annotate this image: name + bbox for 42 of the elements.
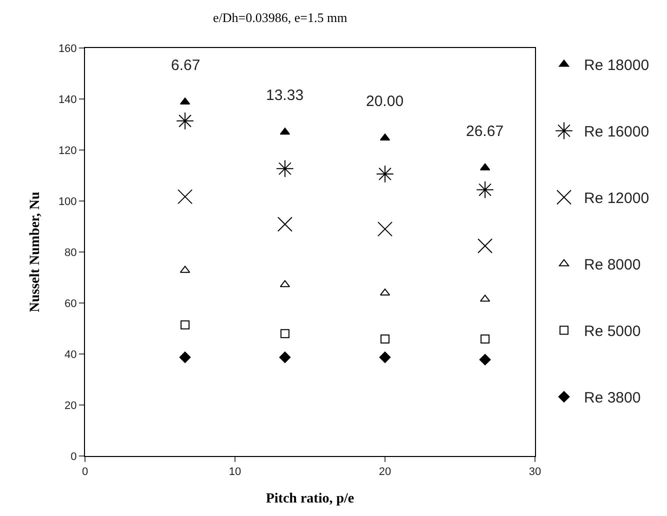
x-tick-label: 0	[82, 466, 88, 478]
point	[180, 320, 190, 330]
point	[276, 160, 294, 178]
annotation: 6.67	[171, 57, 200, 74]
y-axis-title: Nusselt Number, Nu	[28, 192, 44, 312]
x-tick-label: 20	[378, 466, 392, 478]
point	[379, 352, 391, 364]
point	[478, 238, 493, 254]
y-tick-label: 60	[64, 298, 77, 310]
point	[179, 352, 191, 364]
point	[178, 189, 193, 204]
point	[376, 165, 394, 183]
point	[280, 329, 290, 338]
legend-label: Re 16000	[584, 124, 650, 141]
point	[479, 354, 491, 366]
annotation: 20.00	[366, 93, 404, 110]
annotation: 26.67	[466, 123, 504, 140]
legend-label: Re 18000	[584, 57, 650, 74]
y-tick-label: 0	[70, 450, 77, 463]
point	[480, 334, 490, 344]
point	[277, 216, 292, 232]
y-tick-label: 160	[58, 42, 77, 55]
point	[176, 112, 194, 130]
y-tick-label: 140	[58, 94, 77, 106]
y-tick-label: 20	[64, 400, 77, 412]
legend-label: Re 12000	[584, 190, 650, 208]
point	[476, 180, 494, 199]
x-tick-label: 10	[228, 466, 242, 478]
x-tick-label: 30	[528, 466, 542, 478]
chart-title: e/Dh=0.03986, e=1.5 mm	[213, 10, 348, 25]
y-tick-label: 80	[64, 246, 77, 259]
legend-label: Re 3800	[584, 390, 641, 407]
annotation: 13.33	[266, 87, 304, 104]
legend-label: Re 5000	[584, 323, 641, 340]
point	[380, 334, 390, 344]
y-tick-label: 120	[58, 144, 77, 157]
point	[378, 222, 392, 237]
legend-label: Re 8000	[584, 256, 641, 274]
y-tick-label: 100	[58, 196, 77, 208]
x-axis-title: Pitch ratio, p/e	[266, 492, 354, 506]
point	[279, 352, 291, 364]
y-tick-label: 40	[64, 348, 77, 361]
